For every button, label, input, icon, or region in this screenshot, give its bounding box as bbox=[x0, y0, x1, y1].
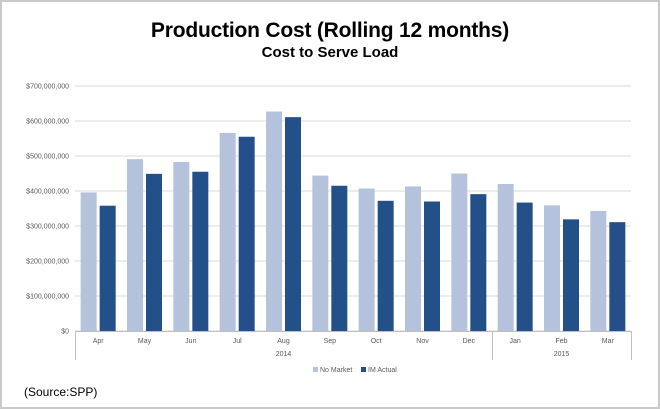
y-tick-label: $400,000,000 bbox=[26, 189, 69, 196]
bar-im-actual bbox=[470, 194, 487, 331]
x-tick-label: Feb bbox=[555, 338, 567, 345]
bar-no-market bbox=[312, 175, 329, 331]
chart-subtitle: Cost to Serve Load bbox=[261, 44, 399, 61]
chart-title: Production Cost (Rolling 12 months) bbox=[150, 19, 510, 42]
legend-swatch bbox=[313, 367, 318, 372]
bar-im-actual bbox=[516, 202, 533, 331]
y-tick-label: $300,000,000 bbox=[26, 224, 69, 231]
x-tick-label: Jun bbox=[185, 338, 196, 345]
legend-swatch bbox=[361, 367, 366, 372]
y-tick-label: $0 bbox=[61, 329, 69, 336]
source-note: (Source:SPP) bbox=[24, 385, 98, 399]
x-tick-label: May bbox=[138, 338, 152, 345]
legend: No Market IM Actual bbox=[313, 367, 397, 374]
bars bbox=[80, 111, 626, 332]
bar-no-market bbox=[590, 210, 607, 331]
y-tick-label: $600,000,000 bbox=[26, 119, 69, 126]
x-tick-label: Jul bbox=[233, 338, 242, 345]
x-tick-label: Oct bbox=[371, 338, 382, 345]
group-label: 2014 bbox=[276, 351, 292, 358]
y-axis: $0 $100,000,000 $200,000,000 $300,000,000 $4… bbox=[26, 84, 69, 336]
bar-no-market bbox=[451, 173, 468, 331]
group-label: 2015 bbox=[554, 351, 570, 358]
bar-im-actual bbox=[563, 219, 579, 331]
x-axis: Apr May Jun Jul Aug Sep Oct Nov Dec Jan Feb Mar 2014… bbox=[75, 331, 632, 360]
bar-no-market bbox=[544, 205, 560, 331]
bar-no-market bbox=[127, 159, 143, 331]
bar-no-market bbox=[173, 161, 190, 331]
x-tick-label: Mar bbox=[602, 338, 615, 345]
y-tick-label: $100,000,000 bbox=[26, 294, 69, 301]
bar-no-market bbox=[358, 188, 375, 331]
y-tick-label: $700,000,000 bbox=[26, 84, 69, 91]
x-tick-label: Jan bbox=[510, 338, 521, 345]
bar-no-market bbox=[219, 132, 236, 331]
legend-label: IM Actual bbox=[368, 367, 397, 374]
bar-im-actual bbox=[146, 173, 162, 331]
bar-no-market bbox=[405, 186, 421, 331]
x-tick-label: Sep bbox=[324, 338, 337, 345]
bar-im-actual bbox=[238, 136, 255, 331]
bar-im-actual bbox=[331, 185, 348, 331]
bar-im-actual bbox=[285, 117, 301, 332]
x-tick-label: Apr bbox=[93, 338, 105, 345]
bar-no-market bbox=[266, 111, 282, 331]
x-tick-label: Dec bbox=[463, 338, 476, 345]
y-tick-label: $500,000,000 bbox=[26, 154, 69, 161]
bar-no-market bbox=[80, 192, 97, 331]
bar-im-actual bbox=[377, 200, 394, 331]
bar-no-market bbox=[497, 184, 514, 331]
bar-im-actual bbox=[609, 222, 626, 331]
bar-im-actual bbox=[424, 201, 440, 331]
bar-im-actual bbox=[99, 205, 116, 331]
x-tick-label: Nov bbox=[416, 338, 429, 345]
y-tick-label: $200,000,000 bbox=[26, 259, 69, 266]
legend-label: No Market bbox=[320, 367, 352, 374]
bar-im-actual bbox=[192, 171, 209, 331]
x-tick-label: Aug bbox=[277, 338, 290, 345]
